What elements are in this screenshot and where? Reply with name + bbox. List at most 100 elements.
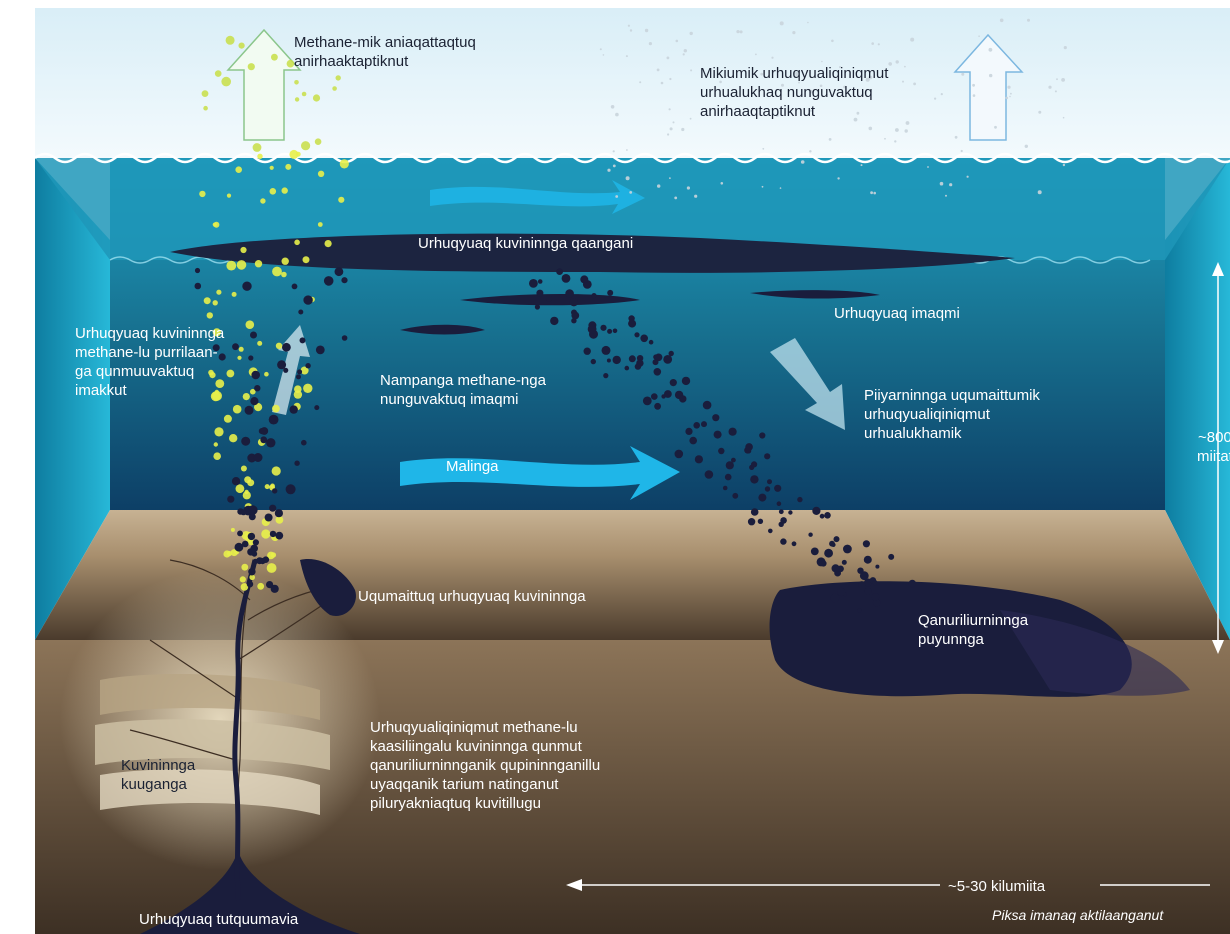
oil-droplet [774,484,782,492]
airborne-droplet [657,184,661,188]
airborne-droplet [1024,144,1029,148]
oil-droplet [600,324,607,331]
label-current: Malinga [446,458,499,475]
methane-bubble [238,42,245,49]
methane-bubble [237,355,242,360]
label-depth: ~800 miitat [1197,429,1230,465]
airborne-droplet [828,138,832,141]
methane-bubble [264,371,269,377]
oil-droplet [591,293,597,299]
label-seep-text: Urhuqyualiqiniqmut methane-lu kaasiliing… [370,719,601,812]
oil-droplet [603,373,609,379]
airborne-droplet [798,81,800,84]
oil-droplet [641,334,646,339]
methane-bubble [213,442,218,447]
oil-droplet [694,455,704,464]
methane-bubble [257,153,263,159]
oil-droplet [663,355,673,364]
oil-droplet [285,484,296,495]
methane-bubble [286,59,295,68]
oil-droplet [841,559,847,565]
airborne-droplet [905,121,910,125]
sediment-layer [100,674,320,720]
oil-droplet [537,279,543,284]
oil-droplet [269,504,277,512]
methane-air-arrow [226,28,302,141]
airborne-droplet [856,111,860,115]
methane-bubble [317,170,325,177]
airborne-droplet [672,121,675,124]
airborne-droplet [689,31,693,36]
airborne-droplet [894,140,897,143]
oil-droplet [305,363,311,369]
oil-droplet [767,479,772,485]
methane-bubble [245,320,255,330]
methane-bubble [261,529,271,539]
oil-droplet [536,289,544,297]
oil-droplet [750,475,759,484]
airborne-droplet [761,185,764,188]
oil-droplet [830,593,840,603]
airborne-droplet [945,194,947,197]
oil-droplet [642,396,652,406]
airborne-droplet [1037,190,1042,195]
oil-droplet [580,275,589,284]
oil-droplet [246,581,254,588]
oil-droplet [268,414,279,425]
oil-droplet [713,430,722,439]
airborne-droplet [870,191,873,195]
methane-bubble [216,289,222,295]
oil-droplet [569,298,579,307]
methane-bubble [226,260,237,271]
oil-droplet [888,553,895,560]
methane-bubble [257,582,265,590]
airborne-droplet [690,69,693,72]
oil-droplet [247,532,256,541]
methane-bubble [294,80,299,85]
label-methane-escape: Methane-mik aniaqattaqtuq anirhaaktaptik… [294,34,476,70]
oil-patch [750,290,880,299]
oil-droplet [728,427,737,436]
airborne-droplet [779,187,782,189]
airborne-droplet [966,175,969,178]
airborne-droplet [961,72,965,76]
airborne-droplet [667,133,670,136]
methane-bubble [242,393,250,401]
airborne-droplet [683,49,687,53]
methane-bubble [289,149,299,159]
current-arrow-deep [400,446,680,500]
airborne-droplet [865,77,870,82]
airborne-droplet [807,21,809,24]
oil-droplet [240,509,247,516]
oil-droplet [751,461,758,468]
oil-droplet [718,447,725,455]
oil-droplet [712,414,720,422]
oil-droplet [218,353,226,361]
oil-droplet [534,304,541,310]
airborne-droplet [681,127,685,132]
oil-droplet [303,295,313,305]
oil-droplet [314,405,320,411]
oil-droplet [628,319,637,328]
airborne-droplet [904,129,908,133]
oil-droplet [283,367,289,373]
oil-droplet [780,538,787,545]
oil-droplet [250,397,259,406]
airborne-droplet [795,74,799,78]
methane-bubble [235,166,242,173]
label-oil-imaqmi: Urhuqyuaq imaqmi [834,305,960,322]
methane-bubble [302,256,310,264]
oil-droplet [291,283,298,290]
airborne-droplet [724,106,727,109]
oil-droplet [234,542,244,552]
oil-droplet [764,453,771,460]
airborne-droplet [934,97,937,100]
oil-droplet [556,268,563,275]
airborne-droplet [819,84,823,88]
oil-droplet [248,505,258,515]
oil-droplet [863,555,872,564]
water-surface [34,152,1230,164]
oil-droplet [810,547,819,556]
methane-bubble [223,414,232,423]
airborne-droplets [599,18,1067,200]
